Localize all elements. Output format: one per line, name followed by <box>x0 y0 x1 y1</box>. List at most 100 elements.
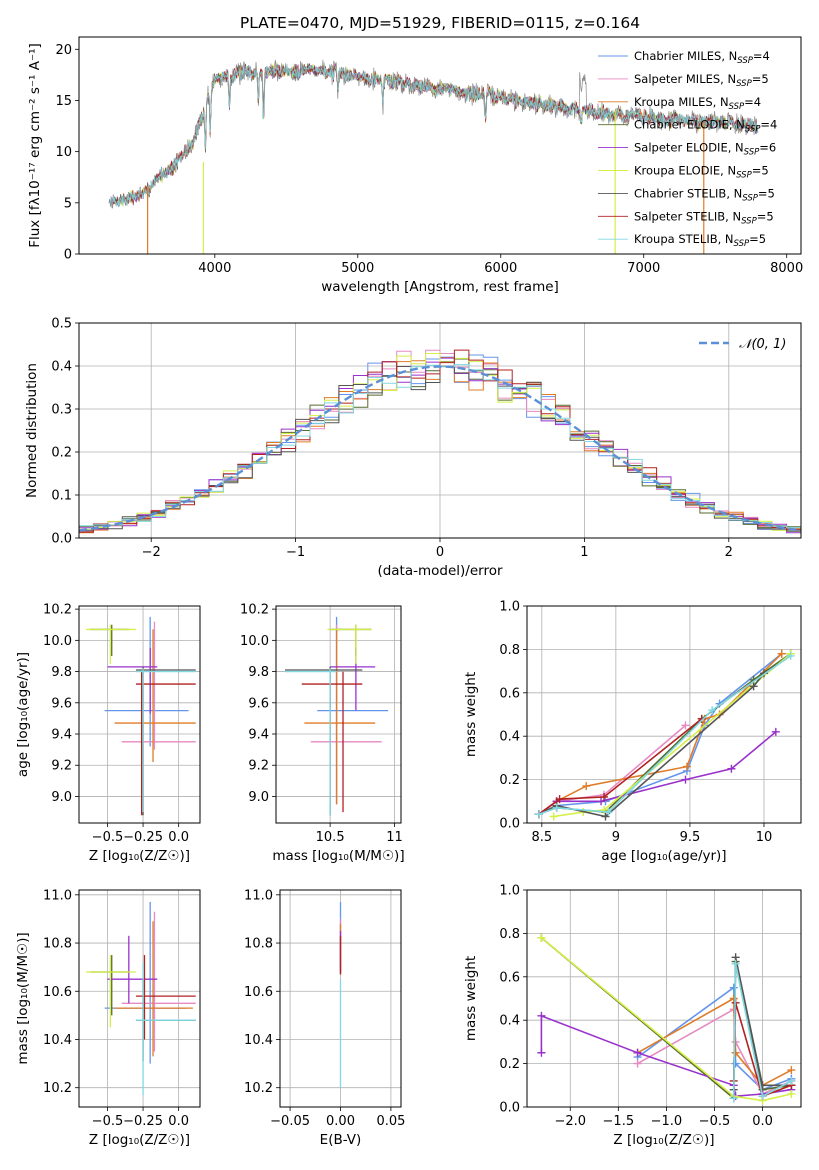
tick-label-y: 0.6 <box>499 970 520 985</box>
spectrum-legend: Chabrier MILES, NSSP=4 Salpeter MILES, NS… <box>598 49 777 249</box>
weight-marker <box>708 706 717 715</box>
z-mass-ylabel: mass [log₁₀(M/M☉)] <box>15 932 31 1064</box>
errorbar-point-6 <box>285 666 363 816</box>
weight-marker <box>600 805 609 814</box>
tick-label-y: 10.6 <box>244 985 273 1000</box>
legend-entry-3: Chabrier ELODIE, NSSP=4 <box>634 118 777 135</box>
tick-label-y: 0.0 <box>499 817 520 832</box>
legend-entry-2: Kroupa MILES, NSSP=4 <box>634 95 761 112</box>
weight-marker <box>731 1048 740 1057</box>
errorbar-point-5 <box>86 624 136 664</box>
spectrum-ylabel: Flux [fλ10⁻¹⁷ erg cm⁻² s⁻¹ A⁻¹] <box>27 43 43 248</box>
tick-label-y: 0.2 <box>51 446 72 461</box>
weight-line <box>538 653 783 815</box>
weight-marker <box>597 797 606 806</box>
tick-label-x: 0.0 <box>752 1114 773 1129</box>
tick-label-y: 0.8 <box>499 643 520 658</box>
tick-label-x: −0.05 <box>270 1114 310 1129</box>
tick-label-x: 7000 <box>627 261 660 276</box>
weight-marker <box>604 808 613 817</box>
tick-label-x: −1.5 <box>603 1114 635 1129</box>
tick-label-y: 20 <box>55 43 72 58</box>
tick-label-x: −0.5 <box>92 830 124 845</box>
mass-age-grid <box>276 606 401 823</box>
tick-label-x: −0.5 <box>92 1114 124 1129</box>
weight-marker <box>534 810 543 819</box>
tick-label-x: −2.0 <box>554 1114 586 1129</box>
errorbar-point-7 <box>301 671 363 813</box>
ebv-mass-xlabel: E(B-V) <box>320 1132 362 1148</box>
tick-label-y: 10.8 <box>43 937 72 952</box>
tick-label-y: 0.3 <box>51 403 72 418</box>
tick-label-x: 0.00 <box>326 1114 355 1129</box>
z-mass-xlabel: Z [log₁₀(Z/Z☉)] <box>89 1132 190 1148</box>
mass-age-plot-area <box>285 616 389 816</box>
tick-label-x: 0.0 <box>168 1114 189 1129</box>
tick-label-x: 10.5 <box>316 830 345 845</box>
tick-label-y: 9.8 <box>51 665 72 680</box>
weight-marker <box>787 1076 796 1085</box>
weight-marker <box>731 959 740 968</box>
tick-label-y: 10.2 <box>240 603 269 618</box>
ebv-mass-frame <box>279 889 402 1108</box>
tick-label-y: 9.4 <box>248 728 269 743</box>
tick-label-y: 9.2 <box>51 759 72 774</box>
tick-label-y: 0.4 <box>51 360 72 375</box>
errorbar-point-6 <box>135 666 196 816</box>
legend-entry-4: Salpeter ELODIE, NSSP=6 <box>634 141 776 158</box>
tick-label-y: 0.6 <box>499 686 520 701</box>
errorbar-point-8 <box>285 668 337 816</box>
spectrum-frame <box>78 36 802 255</box>
age-massweight-panel: 8.5 9 9.5 10 0.0 0.2 0.4 0.6 0.8 1.0 age [log₁₀(ag… <box>463 600 802 864</box>
tick-label-y: 0.8 <box>499 927 520 942</box>
z-age-grid <box>79 606 200 823</box>
errorbar-point-1 <box>310 624 382 805</box>
errorbar-point-1 <box>121 621 196 750</box>
mass-age-errorbar-panel: 10.5 11 9.0 9.2 9.4 9.6 9.8 10.0 10.2 mass [log₁₀… <box>240 603 405 864</box>
legend-entry-0: Chabrier MILES, NSSP=4 <box>634 49 770 66</box>
histogram-step-5 <box>79 353 801 532</box>
weight-marker <box>537 1048 546 1057</box>
tick-label-y: 0.4 <box>499 730 520 745</box>
tick-label-y: 10.4 <box>43 1033 72 1048</box>
tick-label-y: 9.8 <box>248 665 269 680</box>
weight-marker <box>601 812 610 821</box>
tick-label-y: 10.2 <box>244 1081 273 1096</box>
tick-label-y: 0 <box>64 248 72 263</box>
tick-label-x: −1.0 <box>651 1114 683 1129</box>
weight-marker <box>787 1089 796 1098</box>
ebv-mass-errorbar-panel: −0.05 0.00 0.05 10.2 10.4 10.6 10.8 11.0 E(B-V) <box>244 888 405 1148</box>
figure-title: PLATE=0470, MJD=51929, FIBERID=0115, z=0… <box>240 14 640 32</box>
z-mass-errorbar-panel: −0.5 −0.25 0.0 10.2 10.4 10.6 10.8 11.0 Z [log₁₀… <box>15 888 201 1148</box>
weight-marker <box>777 649 786 658</box>
z-massweight-xlabel: Z [log₁₀(Z/Z☉)] <box>613 1132 714 1148</box>
weight-marker <box>749 682 758 691</box>
weight-marker <box>681 721 690 730</box>
spectrum-xlabel: wavelength [Angstrom, rest frame] <box>321 279 559 295</box>
weight-marker <box>771 727 780 736</box>
weight-marker <box>537 933 546 942</box>
errorbar-point-2 <box>114 921 193 1057</box>
weight-marker <box>552 803 561 812</box>
errorbar-point-0 <box>104 616 189 747</box>
z-mass-grid <box>79 890 200 1107</box>
z-massweight-ylabel: mass weight <box>463 956 479 1041</box>
weight-marker <box>787 1066 796 1075</box>
tick-label-x: 9.5 <box>680 830 701 845</box>
tick-label-y: 15 <box>55 94 72 109</box>
tick-label-x: −2 <box>142 545 161 560</box>
z-massweight-plot-area <box>537 933 796 1105</box>
weight-marker <box>758 1092 767 1101</box>
tick-label-y: 9.6 <box>248 696 269 711</box>
residuals-ylabel: Normed distribution <box>24 363 40 498</box>
tick-label-x: 1 <box>580 545 588 560</box>
errorbar-point-7 <box>135 671 196 816</box>
age-massweight-xlabel: age [log₁₀(age/yr)] <box>601 848 726 864</box>
tick-label-y: 0.1 <box>51 489 72 504</box>
errorbar-point-5 <box>327 624 372 664</box>
weight-series-5 <box>537 933 796 1105</box>
weight-line <box>538 653 783 816</box>
errorbar-point-0 <box>317 616 389 805</box>
tick-label-y: 10 <box>55 145 72 160</box>
weight-marker <box>729 1094 738 1103</box>
